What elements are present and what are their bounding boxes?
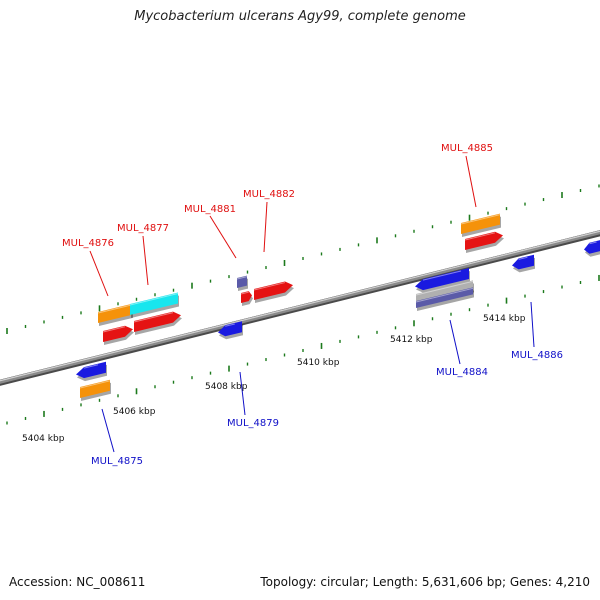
tick-label-5404: 5404 kbp <box>22 434 65 444</box>
gene-body <box>512 254 534 270</box>
tick-label-5414: 5414 kbp <box>483 314 526 324</box>
gene-highlight <box>415 287 474 303</box>
gene-highlight <box>464 232 496 241</box>
gene-body <box>98 303 132 323</box>
gene-body <box>416 280 473 303</box>
gene-highlight <box>129 292 179 306</box>
gene-mul-4879 <box>218 321 243 340</box>
gene-mul-4877 <box>133 311 182 335</box>
forward-gene-labels[interactable]: MUL_4876 MUL_4877 MUL_4881 MUL_4882 MUL_… <box>62 143 493 249</box>
leader-mul-4879 <box>239 371 246 416</box>
gene-highlight <box>236 276 248 280</box>
gene-body <box>134 311 181 332</box>
gene-body <box>254 281 293 300</box>
tick-label-5406: 5406 kbp <box>113 407 156 417</box>
gene-label-mul-4876[interactable]: MUL_4876 <box>62 238 114 249</box>
gene-highlight <box>422 270 462 281</box>
leader-mul-4886 <box>530 301 535 348</box>
tick-label-5412: 5412 kbp <box>390 335 433 345</box>
leader-mul-4881 <box>209 215 237 259</box>
label-leader-lines <box>89 155 535 453</box>
gene-label-mul-4886[interactable]: MUL_4886 <box>511 350 563 361</box>
gene-mul-4887 <box>584 240 600 257</box>
gene-mul-4876 <box>102 325 134 345</box>
gene-mul-4881 <box>240 291 253 306</box>
gene-highlight <box>133 312 174 323</box>
leader-mul-4877 <box>142 235 149 286</box>
gene-body <box>461 213 500 234</box>
backbone-line <box>0 230 600 384</box>
gene-mul-4875 <box>76 361 107 382</box>
gene-highlight <box>240 291 249 295</box>
gene-highlight <box>97 304 133 314</box>
gene-mul-4884 <box>415 268 470 294</box>
gene-mul-4884-lower2 <box>415 287 474 311</box>
reverse-gene-labels[interactable]: MUL_4875 MUL_4879 MUL_4884 MUL_4886 <box>91 350 563 467</box>
gene-mul-4885 <box>464 231 504 253</box>
gene-body <box>241 291 252 303</box>
backbone-highlight <box>0 230 600 382</box>
gene-body <box>237 275 247 288</box>
gene-body <box>103 325 133 342</box>
gene-highlight <box>225 323 235 327</box>
gene-body <box>76 361 106 379</box>
gene-highlight <box>79 380 111 389</box>
gene-label-mul-4885[interactable]: MUL_4885 <box>441 143 493 154</box>
gene-label-mul-4884[interactable]: MUL_4884 <box>436 367 488 378</box>
accession-text: Accession: NC_008611 <box>9 575 146 589</box>
gene-mul-4886 <box>512 254 535 273</box>
gene-body <box>130 292 178 315</box>
gene-label-mul-4879[interactable]: MUL_4879 <box>227 418 279 429</box>
gene-label-mul-4882[interactable]: MUL_4882 <box>243 189 295 200</box>
gene-mul-4885-upper <box>460 213 501 237</box>
gene-highlight <box>253 282 286 291</box>
gene-body <box>415 268 469 291</box>
gene-highlight <box>460 214 501 225</box>
axis-tick-labels: 5404 kbp 5406 kbp 5408 kbp 5410 kbp 5412… <box>22 314 526 444</box>
gene-mul-4881-upper <box>236 275 248 291</box>
forward-tick-row <box>6 184 600 334</box>
gene-highlight <box>518 256 528 260</box>
gene-body <box>218 321 242 337</box>
leader-mul-4882 <box>263 201 268 253</box>
leader-mul-4876 <box>89 250 109 297</box>
gene-highlight <box>415 280 474 296</box>
gene-mul-4882 <box>253 281 294 303</box>
gene-highlight <box>102 326 126 333</box>
gene-features <box>76 213 600 401</box>
gene-label-mul-4881[interactable]: MUL_4881 <box>184 204 236 215</box>
gene-mul-4877-upper <box>129 292 179 318</box>
gene-highlight <box>83 364 99 369</box>
tick-label-5408: 5408 kbp <box>205 382 248 392</box>
gene-mul-4875-lower <box>79 379 111 401</box>
genome-title: Mycobacterium ulcerans Agy99, complete g… <box>134 9 466 24</box>
gene-mul-4876-upper <box>97 303 133 326</box>
genome-stats-text: Topology: circular; Length: 5,631,606 bp… <box>260 575 590 589</box>
gene-body <box>80 379 110 398</box>
tick-label-5410: 5410 kbp <box>297 358 340 368</box>
gene-body <box>416 287 473 308</box>
leader-mul-4885 <box>465 155 477 208</box>
gene-body <box>584 240 600 254</box>
leader-mul-4884 <box>449 319 461 365</box>
leader-mul-4875 <box>101 408 115 453</box>
genome-backbone <box>0 230 600 386</box>
reverse-tick-row <box>6 274 600 425</box>
gene-label-mul-4877[interactable]: MUL_4877 <box>117 223 169 234</box>
gene-label-mul-4875[interactable]: MUL_4875 <box>91 456 143 467</box>
gene-body <box>465 231 503 250</box>
gene-highlight <box>589 241 597 245</box>
